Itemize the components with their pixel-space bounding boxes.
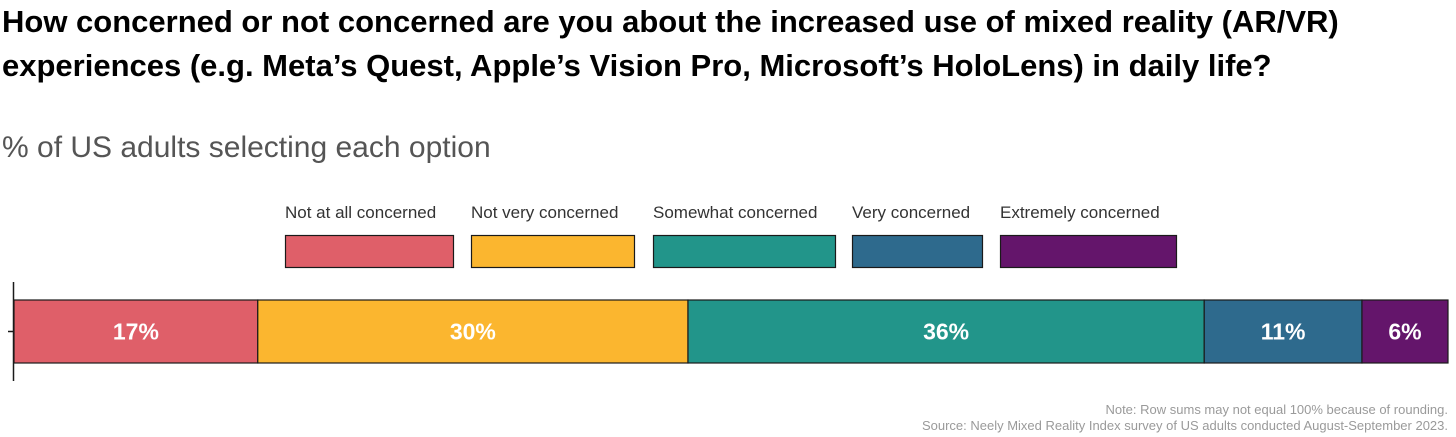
legend-swatch xyxy=(999,234,1178,269)
legend-item: Not very concerned xyxy=(470,203,636,269)
legend-swatch xyxy=(284,234,455,269)
legend-swatch xyxy=(851,234,984,269)
legend-label: Not at all concerned xyxy=(285,203,436,222)
legend-swatch xyxy=(652,234,837,269)
legend-item: Extremely concerned xyxy=(999,203,1178,269)
bar-segment xyxy=(1203,299,1363,364)
legend-item: Not at all concerned xyxy=(284,203,455,269)
chart-subtitle: % of US adults selecting each option xyxy=(2,131,491,164)
bar-data-label: 17% xyxy=(113,319,159,345)
legend-label: Extremely concerned xyxy=(1000,203,1160,222)
chart-footer: Note: Row sums may not equal 100% becaus… xyxy=(922,402,1448,434)
bar-segment xyxy=(257,299,689,364)
legend-item: Somewhat concerned xyxy=(652,203,837,269)
bar-segment xyxy=(13,299,259,364)
legend-swatch xyxy=(470,234,636,269)
bar-segment xyxy=(687,299,1205,364)
chart-title: How concerned or not concerned are you a… xyxy=(2,4,1339,83)
source-note: Source: Neely Mixed Reality Index survey… xyxy=(921,418,1448,433)
rounding-note: Note: Row sums may not equal 100% becaus… xyxy=(1105,402,1448,417)
legend-label: Somewhat concerned xyxy=(653,203,817,222)
legend-label: Not very concerned xyxy=(471,203,618,222)
bar-data-label: 11% xyxy=(1261,319,1306,345)
legend-label: Very concerned xyxy=(852,203,970,222)
bar-data-label: 36% xyxy=(923,319,969,345)
legend-item: Very concerned xyxy=(851,203,984,269)
bar-data-label: 6% xyxy=(1388,319,1421,345)
bar-segment xyxy=(1361,299,1449,364)
bar-data-label: 30% xyxy=(450,319,496,345)
